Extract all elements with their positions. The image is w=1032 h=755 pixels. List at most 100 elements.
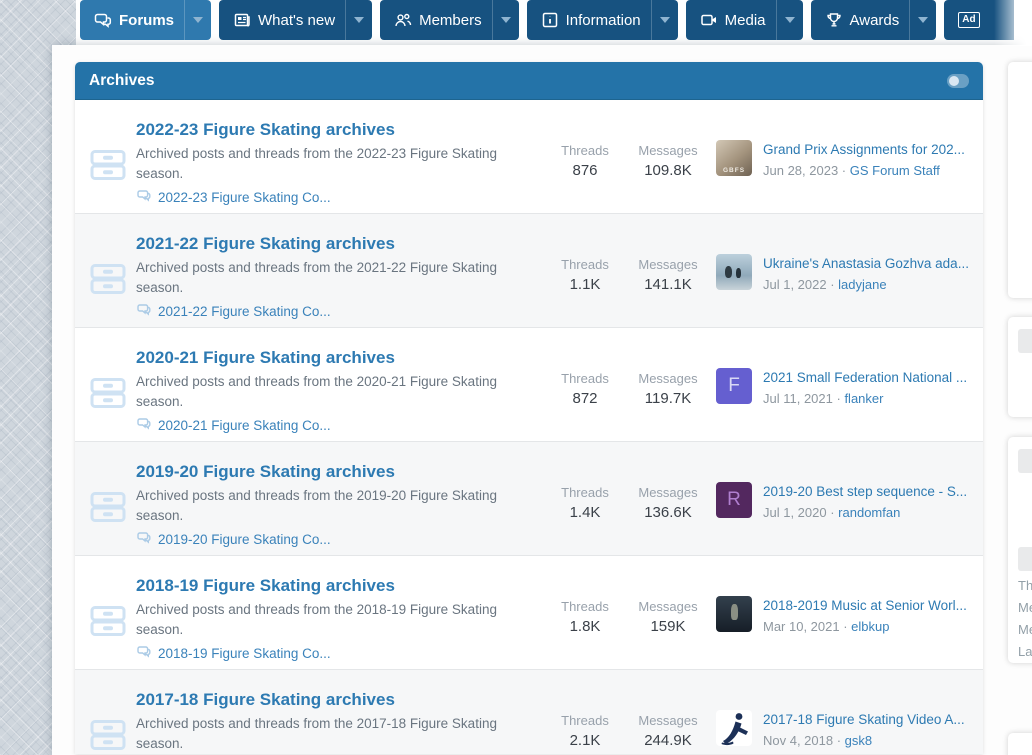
widget-placeholder-block bbox=[1018, 329, 1032, 353]
latest-post-date: Jul 1, 2020 bbox=[763, 505, 827, 520]
tab-ad[interactable]: Ad bbox=[944, 0, 1015, 40]
forums-dropdown-chevron[interactable] bbox=[184, 0, 211, 40]
threads-count: 1.1K bbox=[569, 276, 601, 293]
forum-description: Archived posts and threads from the 2022… bbox=[136, 146, 497, 181]
latest-post-user-link[interactable]: elbkup bbox=[851, 619, 890, 634]
forum-title-link[interactable]: 2019-20 Figure Skating archives bbox=[136, 462, 395, 481]
latest-post-user-link[interactable]: gsk8 bbox=[844, 733, 873, 748]
latest-post-avatar[interactable] bbox=[716, 710, 752, 746]
collapse-toggle-icon[interactable] bbox=[947, 74, 969, 88]
threads-count: 876 bbox=[572, 162, 598, 179]
forum-description: Archived posts and threads from the 2017… bbox=[136, 716, 497, 751]
threads-label: Threads bbox=[561, 371, 609, 386]
latest-post-meta: Jul 11, 2021 · flanker bbox=[763, 391, 884, 406]
forum-row: 2022-23 Figure Skating archives Archived… bbox=[75, 100, 983, 214]
forum-title-link[interactable]: 2017-18 Figure Skating archives bbox=[136, 690, 395, 709]
latest-post-title-link[interactable]: Ukraine's Anastasia Gozhva ada... bbox=[763, 256, 969, 271]
latest-post-user-link[interactable]: ladyjane bbox=[838, 277, 887, 292]
forum-title-link[interactable]: 2020-21 Figure Skating archives bbox=[136, 348, 395, 367]
latest-post-user-link[interactable]: randomfan bbox=[838, 505, 901, 520]
forum-row: 2017-18 Figure Skating archives Archived… bbox=[75, 670, 983, 754]
forum-title-link[interactable]: 2018-19 Figure Skating archives bbox=[136, 576, 395, 595]
sidebar-widget bbox=[1008, 733, 1032, 755]
trophy-icon bbox=[825, 11, 843, 29]
archive-drawer-icon bbox=[88, 601, 128, 641]
latest-post-title-link[interactable]: 2021 Small Federation National ... bbox=[763, 370, 968, 385]
forum-statistics-widget: Threads Messages Members Latest member bbox=[1008, 437, 1032, 663]
messages-label: Messages bbox=[638, 371, 698, 386]
forum-row: 2019-20 Figure Skating archives Archived… bbox=[75, 442, 983, 556]
latest-post-date: Jul 1, 2022 bbox=[763, 277, 827, 292]
widget-placeholder-block bbox=[1018, 449, 1032, 473]
archive-drawer-icon bbox=[88, 373, 128, 413]
information-dropdown-chevron[interactable] bbox=[650, 0, 678, 40]
whats-new-dropdown-chevron[interactable] bbox=[345, 0, 372, 40]
tab-media-label: Media bbox=[724, 11, 766, 29]
latest-post-avatar[interactable] bbox=[716, 254, 752, 290]
subforum-link[interactable]: 2018-19 Figure Skating Co... bbox=[136, 643, 331, 664]
forum-description: Archived posts and threads from the 2019… bbox=[136, 488, 497, 523]
skater-logo-icon bbox=[721, 713, 748, 746]
chat-bubbles-icon bbox=[136, 643, 152, 664]
messages-count: 159K bbox=[650, 618, 686, 635]
subforum-link[interactable]: 2020-21 Figure Skating Co... bbox=[136, 415, 331, 436]
tab-information[interactable]: Information bbox=[526, 0, 678, 40]
messages-count: 136.6K bbox=[644, 504, 692, 521]
main-navigation: Forums What's new Members Information Me… bbox=[80, 0, 1015, 40]
latest-post-title-link[interactable]: Grand Prix Assignments for 202... bbox=[763, 142, 965, 157]
latest-post-meta: Nov 4, 2018 · gsk8 bbox=[763, 733, 873, 748]
threads-label: Threads bbox=[561, 143, 609, 158]
latest-post-title-link[interactable]: 2017-18 Figure Skating Video A... bbox=[763, 712, 965, 727]
messages-label: Messages bbox=[638, 599, 698, 614]
media-dropdown-chevron[interactable] bbox=[775, 0, 803, 40]
archive-drawer-icon bbox=[88, 487, 128, 527]
chat-bubbles-icon bbox=[136, 301, 152, 322]
threads-label: Threads bbox=[561, 713, 609, 728]
chevron-down-icon bbox=[193, 17, 204, 23]
messages-label: Messages bbox=[638, 713, 698, 728]
latest-post-title-link[interactable]: 2019-20 Best step sequence - S... bbox=[763, 484, 968, 499]
members-dropdown-chevron[interactable] bbox=[491, 0, 519, 40]
subforum-link[interactable]: 2021-22 Figure Skating Co... bbox=[136, 301, 331, 322]
forum-title-link[interactable]: 2021-22 Figure Skating archives bbox=[136, 234, 395, 253]
archives-header: Archives bbox=[75, 62, 983, 100]
messages-label: Messages bbox=[638, 485, 698, 500]
chevron-down-icon bbox=[354, 17, 365, 23]
latest-post-avatar[interactable]: GBFS bbox=[716, 140, 752, 176]
subforum-link[interactable]: 2019-20 Figure Skating Co... bbox=[136, 529, 331, 550]
latest-post-user-link[interactable]: GS Forum Staff bbox=[849, 163, 940, 178]
newspaper-icon bbox=[233, 11, 251, 29]
latest-post-avatar[interactable]: R bbox=[716, 482, 752, 518]
ad-icon: Ad bbox=[958, 12, 980, 28]
latest-post-user-link[interactable]: flanker bbox=[844, 391, 884, 406]
latest-post-date: Jun 28, 2023 bbox=[763, 163, 839, 178]
forum-description: Archived posts and threads from the 2021… bbox=[136, 260, 497, 295]
awards-dropdown-chevron[interactable] bbox=[909, 0, 936, 40]
archives-category-card: Archives 2022-23 Figure Skating archives… bbox=[75, 62, 983, 754]
forum-title-link[interactable]: 2022-23 Figure Skating archives bbox=[136, 120, 395, 139]
threads-count: 1.8K bbox=[569, 618, 601, 635]
threads-label: Threads bbox=[561, 257, 609, 272]
latest-post-avatar[interactable] bbox=[716, 596, 752, 632]
threads-count: 1.4K bbox=[569, 504, 601, 521]
forum-description: Archived posts and threads from the 2018… bbox=[136, 602, 497, 637]
tab-media[interactable]: Media bbox=[685, 0, 803, 40]
messages-label: Messages bbox=[638, 257, 698, 272]
threads-label: Threads bbox=[561, 599, 609, 614]
subforum-link[interactable]: 2022-23 Figure Skating Co... bbox=[136, 187, 331, 208]
latest-post-meta: Jun 28, 2023 · GS Forum Staff bbox=[763, 163, 940, 178]
latest-post-title-link[interactable]: 2018-2019 Music at Senior Worl... bbox=[763, 598, 967, 613]
latest-post-date: Mar 10, 2021 bbox=[763, 619, 840, 634]
latest-post-meta: Mar 10, 2021 · elbkup bbox=[763, 619, 890, 634]
chat-bubbles-icon bbox=[136, 529, 152, 550]
tab-whats-new[interactable]: What's new bbox=[219, 0, 373, 40]
tab-forums[interactable]: Forums bbox=[80, 0, 212, 40]
forum-row: 2018-19 Figure Skating archives Archived… bbox=[75, 556, 983, 670]
archives-title: Archives bbox=[89, 71, 155, 89]
tab-members[interactable]: Members bbox=[380, 0, 519, 40]
latest-post-avatar[interactable]: F bbox=[716, 368, 752, 404]
archive-drawer-icon bbox=[88, 259, 128, 299]
threads-label: Threads bbox=[561, 485, 609, 500]
stats-latest-member-label: Latest member bbox=[1018, 644, 1032, 659]
tab-awards[interactable]: Awards bbox=[810, 0, 937, 40]
